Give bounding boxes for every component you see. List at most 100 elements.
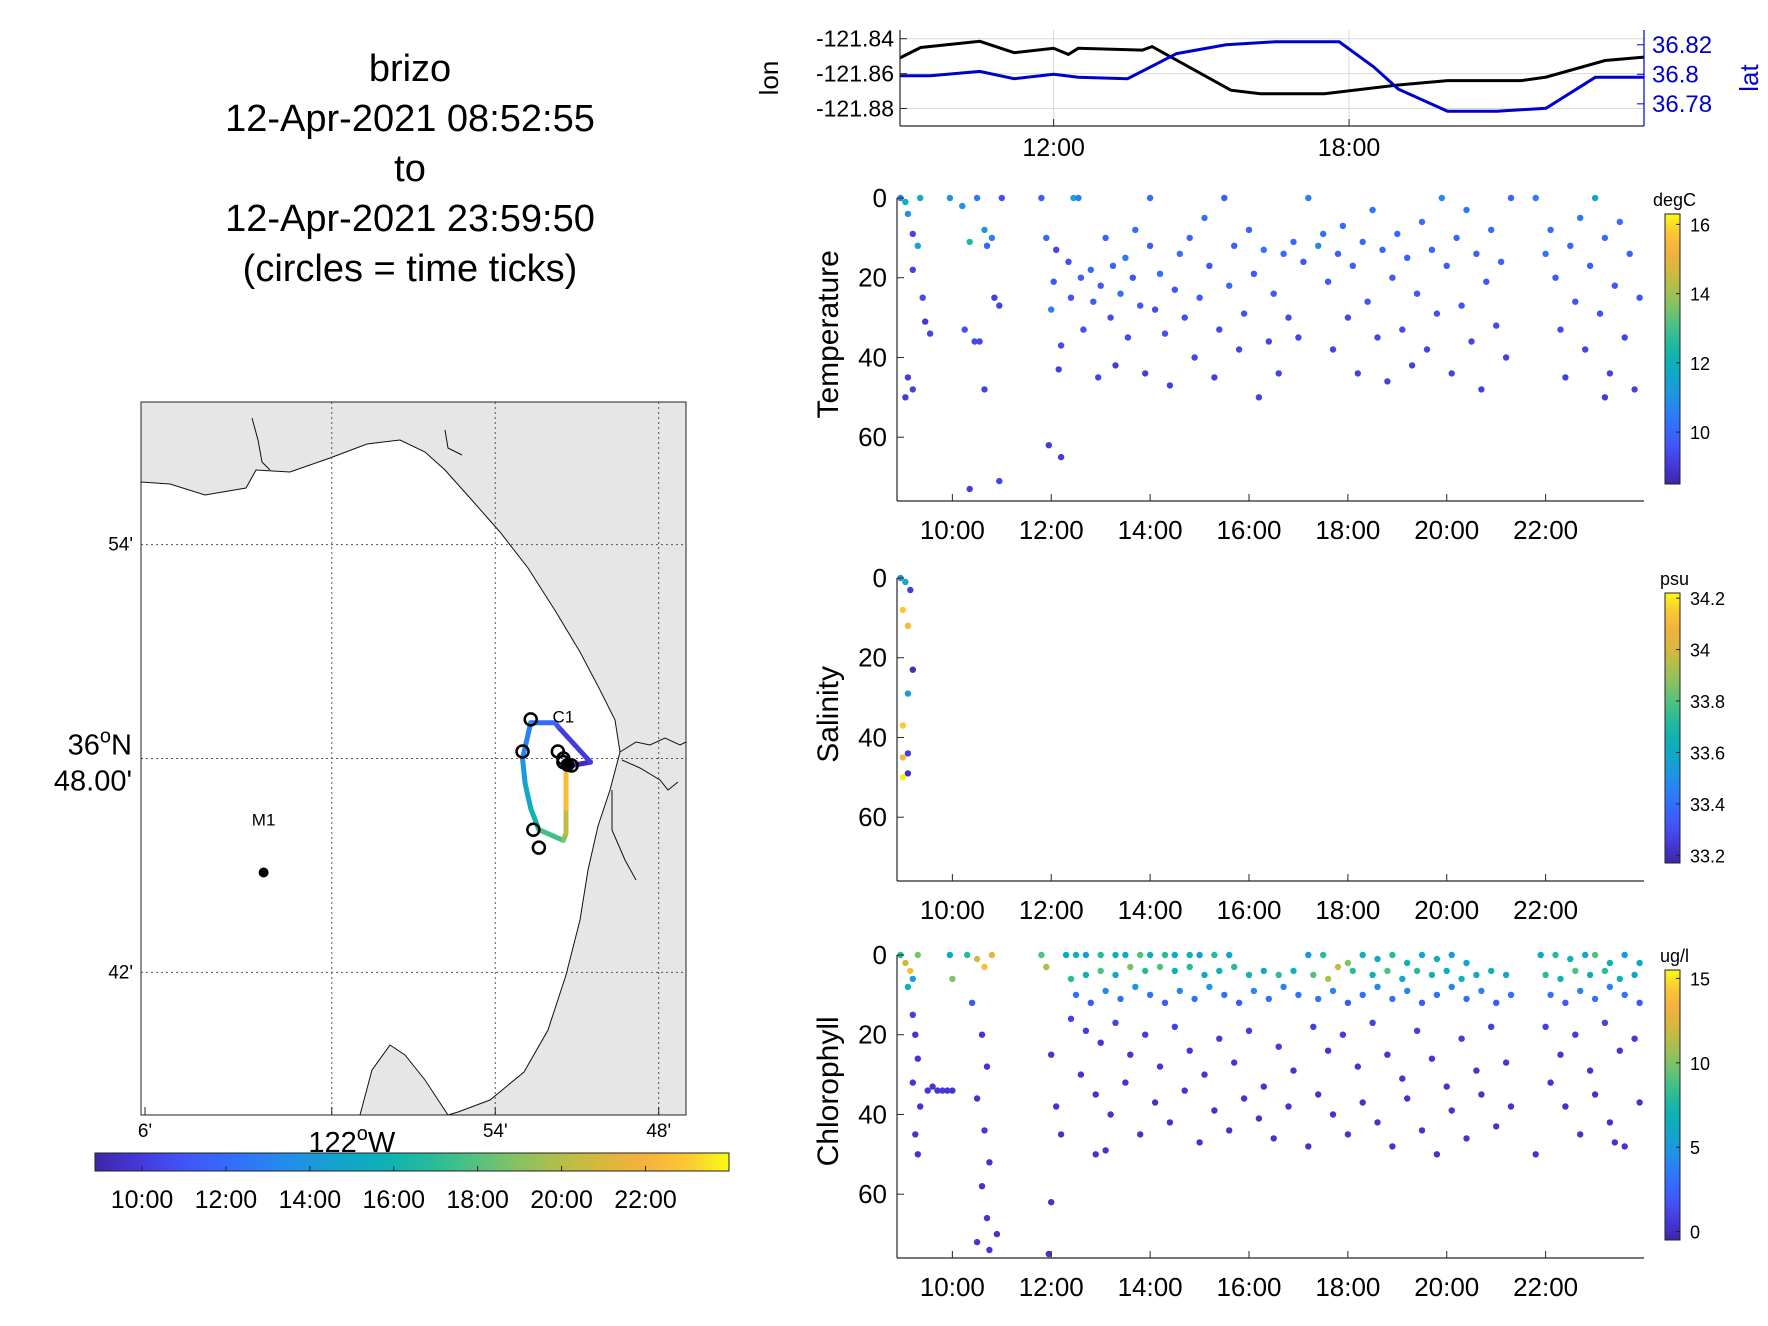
temperature-colorbar-tick-label: 16 [1690, 215, 1710, 235]
chlorophyll-point [1265, 995, 1273, 1003]
chlorophyll-point [1567, 955, 1574, 963]
temperature-point [1275, 370, 1282, 377]
temperature-point [961, 326, 968, 333]
chlorophyll-point [1235, 999, 1243, 1006]
chlorophyll-point [1577, 1131, 1584, 1138]
chlorophyll-point [914, 1055, 921, 1062]
chlorophyll-point [1171, 951, 1179, 959]
chlorophyll-point [1502, 971, 1510, 979]
temperature-x-tick-label: 18:00 [1315, 515, 1380, 545]
temperature-point [1132, 226, 1139, 234]
temperature-point [1423, 346, 1431, 353]
temperature-point [1463, 206, 1470, 214]
chlorophyll-point [1275, 1043, 1282, 1050]
chlorophyll-point [924, 1087, 931, 1094]
temperature-point [1428, 246, 1436, 253]
chlorophyll-point [1616, 975, 1624, 983]
temperature-point [988, 234, 996, 242]
chlorophyll-point [1216, 967, 1223, 975]
chlorophyll-point [1532, 1151, 1539, 1158]
chlorophyll-point [983, 1063, 991, 1070]
temperature-point [973, 194, 981, 202]
temperature-x-tick-label: 20:00 [1414, 515, 1479, 545]
chlorophyll-point [1418, 951, 1426, 959]
chlorophyll-point [914, 951, 921, 959]
temperature-point [904, 374, 912, 381]
chlorophyll-point [1493, 1123, 1500, 1130]
temperature-point [1235, 346, 1243, 353]
chlorophyll-point [1201, 971, 1208, 979]
chlorophyll-point [1344, 959, 1352, 967]
chlorophyll-point [1621, 951, 1628, 959]
temperature-point [1186, 234, 1193, 242]
temperature-point [1616, 218, 1624, 226]
temperature-point [1057, 453, 1065, 461]
temperature-point [919, 294, 926, 301]
temperature-point [1067, 294, 1075, 301]
chlorophyll-point [1072, 991, 1080, 999]
temperature-y-tick-label: 60 [858, 422, 887, 452]
temperature-x-tick-label: 10:00 [920, 515, 985, 545]
chlorophyll-point [1082, 1027, 1090, 1035]
chlorophyll-point [1591, 1091, 1599, 1098]
chlorophyll-point [1171, 967, 1179, 975]
temperature-point [1315, 242, 1322, 249]
salinity-y-tick-label: 60 [858, 802, 887, 832]
temperature-point [1596, 310, 1604, 317]
chlorophyll-point [1562, 999, 1569, 1006]
chlorophyll-point [939, 1087, 946, 1094]
salinity-point [899, 774, 907, 781]
temperature-point [1285, 314, 1292, 321]
chlorophyll-point [1305, 1143, 1312, 1150]
chlorophyll-point [1260, 967, 1268, 975]
temperature-point [1102, 234, 1109, 242]
chlorophyll-point [1359, 1099, 1366, 1106]
temperature-unit-label: degC [1653, 190, 1696, 210]
chlorophyll-point [1552, 951, 1559, 959]
temperature-point [1324, 278, 1332, 285]
chlorophyll-point [1413, 1027, 1421, 1035]
chlorophyll-point [978, 1183, 986, 1190]
temperature-point [1211, 374, 1218, 381]
salinity-point [904, 750, 912, 757]
chlorophyll-point [1606, 959, 1614, 967]
salinity-colorbar-tick-label: 33.2 [1690, 846, 1725, 866]
chlorophyll-point [1621, 991, 1628, 999]
chlorophyll-point [1295, 991, 1302, 999]
chlorophyll-point [1082, 971, 1090, 979]
temperature-point [1043, 234, 1050, 242]
title-line-start: 12-Apr-2021 08:52:55 [225, 98, 595, 140]
temperature-point [996, 302, 1003, 309]
temperature-point [1557, 326, 1564, 333]
chlorophyll-point [1329, 1111, 1337, 1118]
temperature-point [1055, 366, 1062, 373]
temperature-point [1320, 230, 1327, 238]
chlorophyll-point [1369, 1019, 1376, 1026]
chlorophyll-point [1062, 951, 1070, 959]
chlorophyll-point [1112, 971, 1119, 979]
chlorophyll-point [949, 975, 956, 983]
chlorophyll-point [1057, 1131, 1065, 1138]
salinity-point [904, 690, 912, 697]
chlorophyll-point [1156, 1063, 1164, 1070]
title-line-platform: brizo [368, 48, 452, 90]
chlorophyll-point [1285, 1103, 1292, 1110]
temperature-point [996, 477, 1003, 485]
temperature-point [1374, 334, 1381, 341]
chlorophyll-point [1231, 963, 1238, 971]
track-segment [522, 781, 534, 811]
chlorophyll-point [909, 1079, 916, 1086]
chlorophyll-point [907, 967, 914, 975]
temperature-point [1532, 194, 1539, 202]
chlorophyll-point [1310, 1023, 1317, 1030]
chlorophyll-point [1142, 967, 1149, 975]
temperature-point [1339, 222, 1347, 230]
chlorophyll-point [1488, 967, 1495, 975]
coastline [140, 439, 621, 1116]
temperature-point [1146, 194, 1154, 202]
mooring-m1-label: M1 [252, 810, 276, 829]
chlorophyll-point [1344, 1131, 1352, 1138]
lon-axis-label: lon [754, 61, 784, 96]
lat-line [900, 40, 1644, 113]
